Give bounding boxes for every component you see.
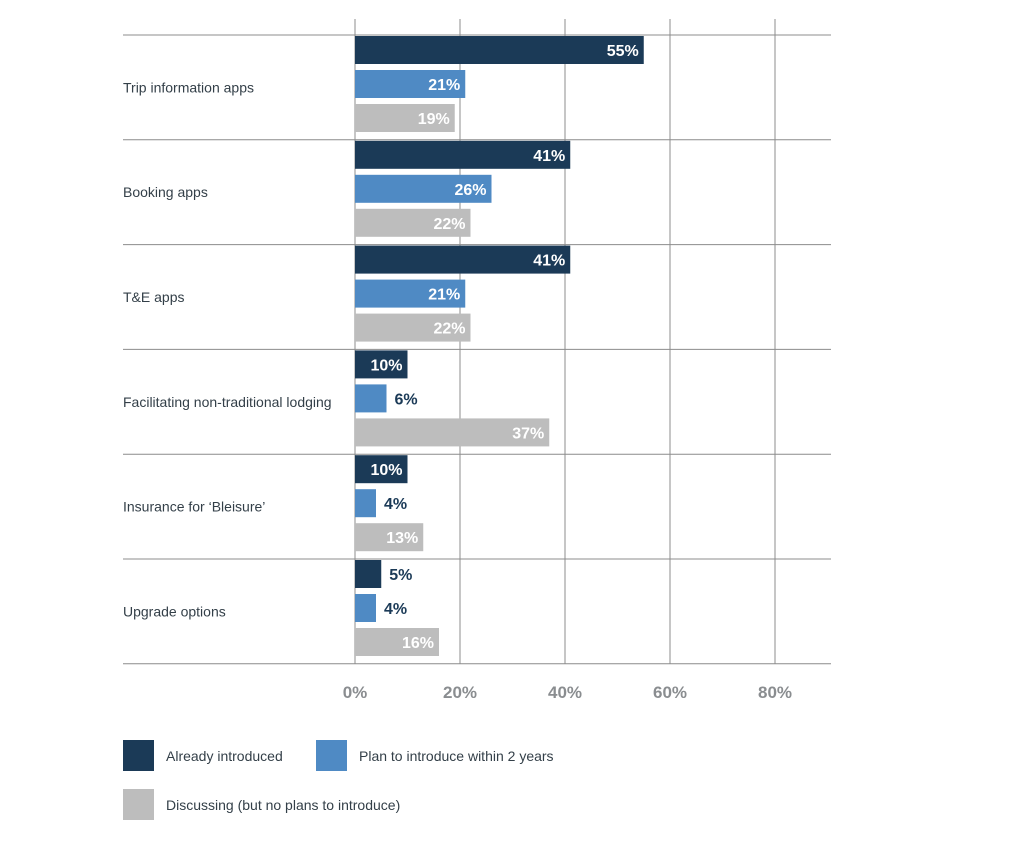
data-label: 6%: [395, 391, 418, 408]
data-label: 16%: [402, 635, 434, 652]
bar: [355, 313, 471, 342]
bar: [355, 523, 424, 552]
x-tick-label: 60%: [653, 683, 687, 702]
bar: [355, 245, 571, 274]
bar: [355, 384, 387, 413]
category-label: Insurance for ‘Bleisure’: [123, 499, 265, 515]
data-label: 10%: [370, 462, 402, 479]
data-label: 4%: [384, 601, 407, 618]
x-tick-label: 80%: [758, 683, 792, 702]
category-label: T&E apps: [123, 289, 184, 305]
data-label: 10%: [370, 357, 402, 374]
data-label: 4%: [384, 496, 407, 513]
data-label: 26%: [454, 182, 486, 199]
bar: [355, 174, 492, 203]
bar: [355, 418, 550, 447]
bar: [355, 104, 455, 132]
bar: [355, 350, 408, 379]
category-label: Upgrade options: [123, 603, 226, 619]
bar: [355, 208, 471, 237]
category-label: Trip information apps: [123, 79, 254, 95]
bar: [355, 36, 644, 64]
data-label: 21%: [428, 287, 460, 304]
x-tick-label: 20%: [443, 683, 477, 702]
bar: [355, 594, 376, 622]
data-label: 37%: [512, 425, 544, 442]
data-label: 22%: [433, 216, 465, 233]
bar: [355, 70, 466, 98]
data-label: 41%: [533, 253, 565, 270]
x-tick-label: 0%: [343, 683, 368, 702]
data-label: 22%: [433, 321, 465, 338]
bar: [355, 560, 382, 588]
category-label: Facilitating non-traditional lodging: [123, 394, 332, 410]
data-label: 5%: [389, 567, 412, 584]
bar: [355, 489, 376, 518]
data-label: 13%: [386, 530, 418, 547]
bar: [355, 140, 571, 169]
data-label: 21%: [428, 77, 460, 94]
x-tick-label: 40%: [548, 683, 582, 702]
data-label: 41%: [533, 148, 565, 165]
data-label: 55%: [607, 43, 639, 60]
bar: [355, 455, 408, 484]
bar: [355, 628, 439, 656]
data-label: 19%: [418, 111, 450, 128]
bar: [355, 279, 466, 308]
category-label: Booking apps: [123, 184, 208, 200]
